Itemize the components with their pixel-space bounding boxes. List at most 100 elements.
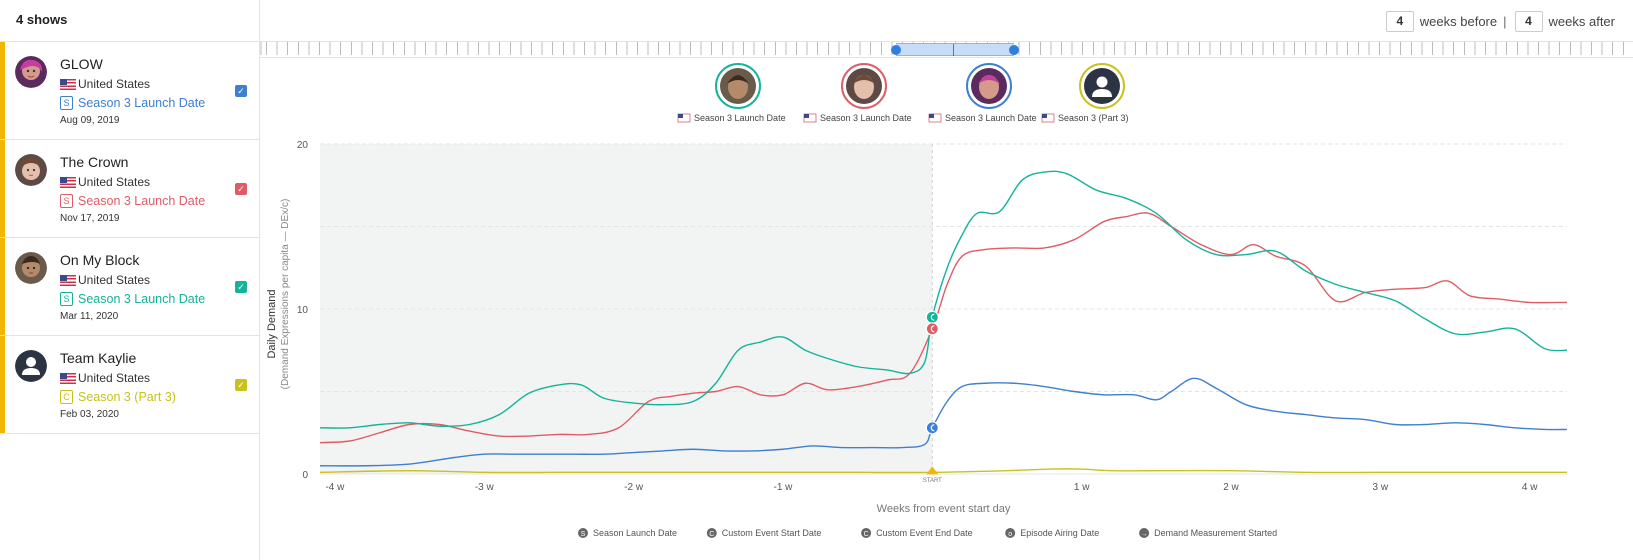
x-tick-label: -3 w [475, 482, 495, 493]
event-marker[interactable] [925, 322, 939, 336]
legend-item: C Custom Event End Date [861, 528, 973, 538]
show-card-accent [0, 238, 5, 335]
weeks-after-label: weeks after [1548, 14, 1615, 29]
y-axis-title: Daily Demand [266, 289, 278, 358]
series-line-team-kaylie[interactable] [319, 468, 1567, 474]
weeks-before-label: weeks before [1419, 14, 1498, 29]
show-event-label: Season 3 Launch Date [78, 96, 206, 110]
show-event[interactable]: S Season 3 Launch Date [60, 292, 259, 306]
show-title: GLOW [60, 56, 103, 72]
show-card-accent [0, 140, 5, 237]
show-event-date: Aug 09, 2019 [60, 115, 120, 126]
shows-sidebar: 4 shows GLOW United States S Season 3 Launc… [0, 0, 260, 560]
show-visibility-checkbox[interactable]: ✓ [235, 378, 247, 391]
avatar-marker-label: Season 3 Launch Date [945, 113, 1037, 123]
us-flag-canton [1042, 114, 1047, 118]
legend-label: Episode Airing Date [1020, 528, 1099, 538]
series-line-the-crown[interactable] [319, 212, 1568, 444]
timeline-left-handle[interactable] [891, 45, 901, 55]
show-visibility-checkbox[interactable]: ✓ [235, 182, 247, 195]
series-line-glow[interactable] [319, 377, 1568, 467]
show-visibility-checkbox[interactable]: ✓ [235, 84, 247, 97]
show-card[interactable]: The Crown United States S Season 3 Launch D… [0, 140, 259, 238]
legend-icon: C [709, 531, 714, 538]
weeks-after-input[interactable]: 4 [1514, 11, 1543, 32]
show-event-label: Season 3 (Part 3) [78, 390, 176, 404]
weeks-before-input[interactable]: 4 [1385, 11, 1414, 32]
show-event[interactable]: S Season 3 Launch Date [60, 194, 259, 208]
weeks-range-controls: 4 weeks before | 4 weeks after [1385, 11, 1615, 32]
x-axis-title: Weeks from event start day [877, 503, 1011, 515]
y-tick-label: 0 [302, 470, 308, 481]
weeks-separator: | [1503, 14, 1507, 29]
x-tick-label: 3 w [1373, 482, 1389, 493]
avatar-marker-on-my-block[interactable] [715, 63, 761, 109]
demand-chart: 0 10 20 -4 w -3 w -2 w -1 w 1 w 2 w 3 w 4 w START We… [266, 63, 1568, 538]
show-event-label: Season 3 Launch Date [78, 194, 206, 208]
show-card[interactable]: On My Block United States S Season 3 Launch… [0, 238, 259, 336]
event-type-icon: S [60, 292, 73, 306]
legend-item: o Episode Airing Date [1005, 528, 1099, 538]
show-event[interactable]: C Season 3 (Part 3) [60, 390, 259, 404]
event-type-icon: C [60, 390, 73, 404]
timeline-selection-window[interactable] [891, 43, 1019, 56]
shows-count-header: 4 shows [0, 0, 259, 42]
legend-label: Custom Event Start Date [722, 528, 822, 538]
show-country-label: United States [78, 175, 151, 189]
x-tick-label: 1 w [1074, 482, 1090, 493]
avatar-marker-the-crown[interactable] [841, 63, 887, 109]
y-tick-label: 20 [297, 140, 309, 151]
show-avatar [15, 350, 47, 382]
show-event[interactable]: S Season 3 Launch Date [60, 96, 259, 110]
event-marker[interactable] [925, 310, 939, 324]
legend-label: Demand Measurement Started [1154, 528, 1277, 538]
show-card[interactable]: GLOW United States S Season 3 Launch Date Au… [0, 42, 259, 140]
show-event-label: Season 3 Launch Date [78, 292, 206, 306]
us-flag-icon [60, 274, 76, 286]
show-country: United States [60, 273, 259, 287]
us-flag-icon [60, 78, 76, 90]
event-marker[interactable] [925, 421, 939, 435]
timeline-right-handle[interactable] [1009, 45, 1019, 55]
avatar-marker-team-kaylie[interactable] [1079, 63, 1125, 109]
start-label: START [923, 478, 942, 484]
show-card-accent [0, 336, 5, 433]
legend-icon: o [1008, 531, 1012, 538]
pre-event-shade [320, 144, 933, 474]
event-type-icon: S [60, 194, 73, 208]
us-flag-canton [804, 114, 809, 118]
avatar-marker-glow[interactable] [966, 63, 1012, 109]
legend-icon: C [864, 531, 869, 538]
event-marker-triangle[interactable] [926, 466, 939, 475]
avatar-marker-label: Season 3 (Part 3) [1058, 113, 1129, 123]
us-flag-canton [678, 114, 683, 118]
legend-item: → Demand Measurement Started [1139, 528, 1277, 538]
legend-item: C Custom Event Start Date [706, 528, 822, 538]
show-country-label: United States [78, 273, 151, 287]
x-tick-label: -2 w [624, 482, 644, 493]
us-flag-icon [60, 372, 76, 384]
timeline-center-line [953, 44, 954, 56]
show-country: United States [60, 371, 259, 385]
show-title: Team Kaylie [60, 350, 137, 366]
show-title: The Crown [60, 154, 129, 170]
show-list: GLOW United States S Season 3 Launch Date Au… [0, 42, 259, 434]
x-tick-label: -4 w [325, 482, 345, 493]
show-card[interactable]: Team Kaylie United States C Season 3 (Part … [0, 336, 259, 434]
us-flag-canton [929, 114, 934, 118]
show-avatar [15, 154, 47, 186]
show-visibility-checkbox[interactable]: ✓ [235, 280, 247, 293]
legend-icon: S [581, 531, 586, 538]
show-event-date: Mar 11, 2020 [60, 311, 119, 322]
show-country: United States [60, 175, 259, 189]
x-tick-label: 4 w [1522, 482, 1538, 493]
legend-item: S Season Launch Date [578, 528, 677, 538]
event-type-icon: S [60, 96, 73, 110]
avatar-marker-label: Season 3 Launch Date [820, 113, 912, 123]
avatar-marker-label: Season 3 Launch Date [694, 113, 786, 123]
timeline-scrubber[interactable] [260, 42, 1633, 58]
show-country: United States [60, 77, 259, 91]
show-title: On My Block [60, 252, 140, 268]
legend-icon: → [1141, 531, 1148, 538]
